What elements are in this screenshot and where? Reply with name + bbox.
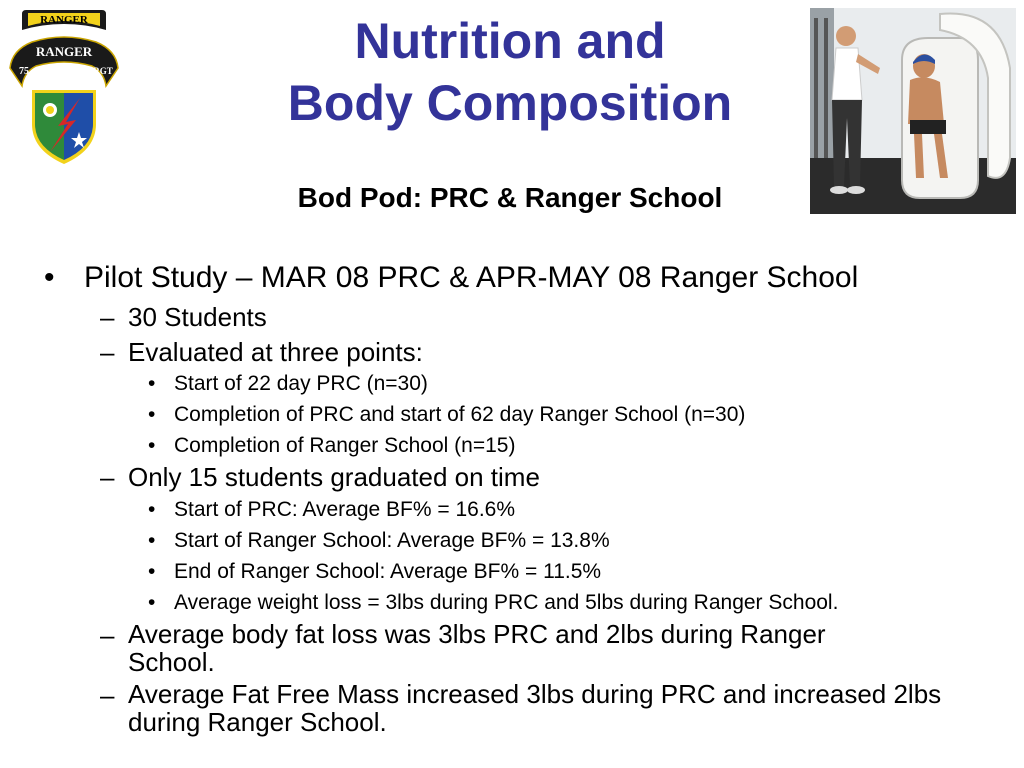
bullet-marker: – [100,620,115,650]
ranger-regiment-logo: RANGER RANGER 75 RGT [9,10,119,164]
bullet-text: Average weight loss = 3lbs during PRC an… [174,591,839,614]
bullet-text: Evaluated at three points: [128,337,423,367]
bullet-marker: – [100,462,115,492]
logo-tab-text: RANGER [40,14,89,26]
bullet-text: Completion of Ranger School (n=15) [174,434,516,457]
slide-subtitle: Bod Pod: PRC & Ranger School [297,182,723,213]
bullet-marker: • [148,591,156,614]
bullet-text: Average Fat Free Mass increased 3lbs dur… [128,679,942,737]
bullet-text: Start of Ranger School: Average BF% = 13… [174,529,610,552]
bullet-marker: – [100,680,115,710]
bullet-marker: • [148,403,156,426]
bullet-text: Pilot Study – MAR 08 PRC & APR-MAY 08 Ra… [84,261,859,294]
bullet-text: Start of PRC: Average BF% = 16.6% [174,498,516,521]
bullet-marker: • [148,529,156,552]
bullet-marker: • [148,498,156,521]
bullet-text: Start of 22 day PRC (n=30) [174,372,428,395]
bullet-text: Average body fat loss was 3lbs PRC and 2… [128,619,826,677]
bullet-marker: • [148,434,156,457]
logo-scroll-text: RANGER [36,44,93,59]
bod-pod-photo [810,8,1016,214]
slide-title: Nutrition and Body Composition [230,10,790,134]
bullet-marker: • [148,372,156,395]
bullet-text: Only 15 students graduated on time [128,462,540,492]
logo-left-text: 75 [19,66,29,77]
logo-right-text: RGT [93,66,113,76]
bullet-text: 30 Students [128,302,267,332]
bullet-text: End of Ranger School: Average BF% = 11.5… [174,560,602,583]
bullet-marker: • [44,261,55,294]
title-line-1: Nutrition and [354,13,666,69]
bullet-text: Completion of PRC and start of 62 day Ra… [174,403,746,426]
bullet-marker: • [148,560,156,583]
bullet-marker: – [100,337,115,367]
title-line-2: Body Composition [287,75,733,131]
bullet-marker: – [100,302,115,332]
